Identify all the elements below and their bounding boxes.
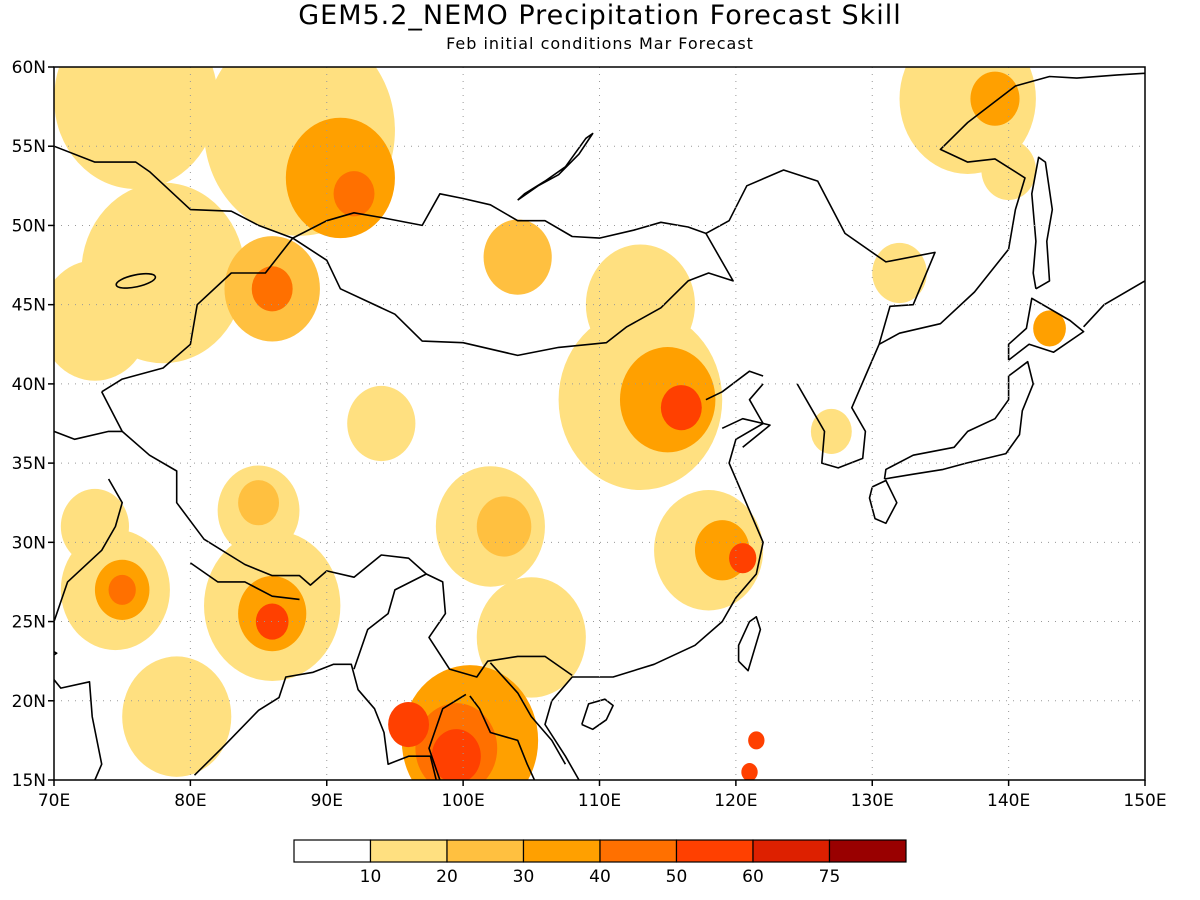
lon-tick-label: 110E — [578, 791, 621, 811]
line-japan-kyushu — [868, 479, 898, 525]
colorbar-swatch — [828, 839, 907, 863]
skill-region-tibet-west-core-level-2 — [238, 480, 280, 526]
line-pakistan-india-border — [54, 478, 123, 623]
colorbar-label: 30 — [513, 867, 535, 887]
lon-tick-label: 130E — [851, 791, 894, 811]
line-shandong — [721, 417, 771, 448]
colorbar-label: 50 — [666, 867, 688, 887]
skill-region-central-india-south-level-1 — [122, 656, 232, 777]
lon-tick-label: 100E — [442, 791, 485, 811]
line-sakhalin — [1031, 156, 1054, 290]
colorbar: 10 20 30 40 50 60 75 — [293, 839, 907, 887]
colorbar-swatch — [293, 839, 372, 863]
lat-tick-label: 35N — [12, 454, 46, 474]
line-afghanistan-border — [54, 430, 123, 441]
line-mongolia-russia-border — [292, 193, 707, 239]
line-vietnam-laos — [489, 662, 567, 765]
skill-region-taiwan-south-level-5 — [741, 763, 758, 780]
line-kazakh-russia-border — [54, 145, 293, 239]
skill-region-korea-level-1 — [810, 408, 852, 455]
line-russia-pacific-coast — [878, 72, 1145, 346]
line-hainan — [581, 698, 614, 731]
colorbar-swatch — [522, 839, 601, 863]
colorbar-swatch — [446, 839, 525, 863]
skill-region-mongolia-west-level-2 — [483, 219, 552, 295]
line-india-west-coast — [54, 621, 103, 780]
line-himalaya-border — [100, 391, 573, 678]
skill-region-lake-balkhash-core-level-4 — [251, 266, 293, 312]
lake-balkhash — [115, 272, 157, 289]
skill-region-sakhalin-north-level-1 — [981, 139, 1036, 201]
skill-region-central-siberia-max-level-4 — [333, 171, 375, 217]
line-myanmar-india-border — [353, 573, 427, 670]
lat-tick-label: 55N — [12, 137, 46, 157]
chart-title: GEM5.2_NEMO Precipitation Forecast Skill — [298, 0, 902, 31]
skill-region-zhejiang-max-level-5 — [729, 543, 757, 574]
lon-tick-label: 140E — [987, 791, 1030, 811]
colorbar-label: 20 — [436, 867, 458, 887]
skill-region-sichuan-core-level-2 — [476, 496, 532, 557]
skill-region-myanmar-west-level-5 — [388, 701, 430, 748]
lon-tick-label: 70E — [38, 791, 70, 811]
skill-region-sea-of-japan-north-level-1 — [872, 242, 927, 304]
line-bohai — [705, 370, 764, 401]
colorbar-label: 60 — [742, 867, 764, 887]
lat-tick-label: 25N — [12, 613, 46, 633]
line-india-nepal-border — [189, 562, 300, 601]
coastlines — [54, 72, 1145, 780]
skill-region-okhotsk-core-level-3 — [970, 71, 1020, 126]
lat-tick-label: 40N — [12, 375, 46, 395]
colorbar-swatch — [369, 839, 448, 863]
colorbar-label: 40 — [589, 867, 611, 887]
colorbar-swatch — [599, 839, 678, 863]
line-baikal — [517, 132, 594, 201]
line-hokkaido — [1007, 297, 1085, 361]
lat-tick-label: 60N — [12, 58, 46, 78]
lat-tick-label: 45N — [12, 296, 46, 316]
skill-region-west-siberia-north-level-1 — [54, 67, 218, 189]
lat-tick-label: 15N — [12, 771, 46, 791]
skill-region-bihar-max-level-5 — [255, 603, 289, 640]
skill-region-north-china-max-level-5 — [660, 385, 702, 431]
colorbar-swatch — [752, 839, 831, 863]
lon-tick-label: 90E — [311, 791, 343, 811]
skill-regions — [54, 67, 1066, 780]
line-thailand-laos — [469, 695, 536, 780]
skill-region-hokkaido-level-3 — [1033, 310, 1066, 347]
colorbar-label: 10 — [360, 867, 382, 887]
axis-ticks: 70E 80E 90E 100E 110E 120E 130E 140E 150E 15N 20N 2… — [12, 58, 1167, 811]
colorbar-label: 75 — [819, 867, 841, 887]
skill-region-taiwan-mid-level-5 — [748, 731, 765, 750]
line-myanmar-thailand — [428, 693, 467, 780]
chart-subtitle: Feb initial conditions Mar Forecast — [446, 34, 754, 53]
lon-tick-label: 120E — [714, 791, 757, 811]
lon-tick-label: 150E — [1123, 791, 1166, 811]
skill-region-indochina-max-level-5 — [431, 729, 481, 780]
lat-tick-label: 20N — [12, 692, 46, 712]
line-taiwan — [737, 616, 762, 672]
lon-tick-label: 80E — [174, 791, 206, 811]
lat-tick-label: 50N — [12, 216, 46, 236]
skill-region-rajasthan-max-level-4 — [108, 574, 136, 605]
line-korea-peninsula — [796, 343, 880, 469]
skill-region-tarim-north-level-1 — [347, 385, 416, 462]
line-myanmar-coast — [193, 663, 438, 780]
line-japan-honshu — [883, 360, 1034, 480]
line-china-north-border — [101, 169, 936, 393]
colorbar-swatch — [675, 839, 754, 863]
skill-region-kazakhstan-west-level-1 — [54, 260, 150, 381]
lat-tick-label: 30N — [12, 533, 46, 553]
skill-region-western-india-level-1 — [60, 488, 130, 565]
skill-region-yunnan-guangxi-level-1 — [476, 577, 586, 698]
